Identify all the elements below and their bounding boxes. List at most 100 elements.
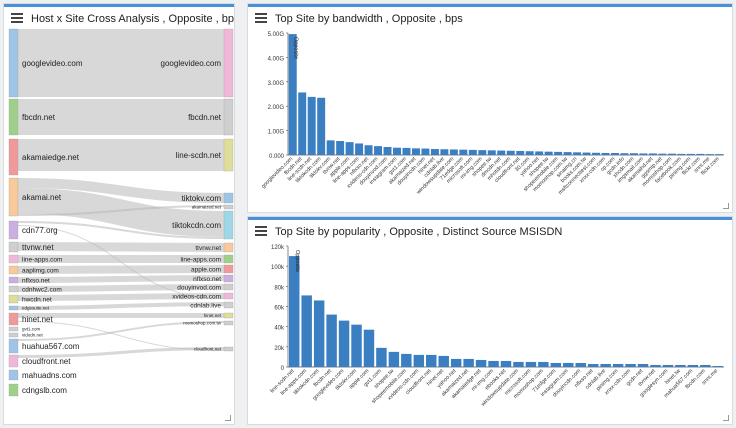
bar[interactable]: [450, 358, 462, 367]
sankey-source-node[interactable]: [8, 305, 19, 311]
sankey-target-node[interactable]: [223, 283, 234, 291]
sankey-source-node[interactable]: [8, 254, 19, 264]
bar[interactable]: [463, 358, 474, 367]
bar[interactable]: [383, 147, 392, 155]
bar[interactable]: [563, 152, 572, 155]
bar[interactable]: [637, 363, 649, 367]
bar[interactable]: [525, 151, 534, 155]
bar[interactable]: [550, 362, 562, 367]
bar[interactable]: [497, 150, 506, 155]
sankey-target-node[interactable]: [223, 346, 234, 352]
bar[interactable]: [658, 153, 667, 155]
resize-handle[interactable]: [723, 203, 729, 209]
hamburger-menu-icon[interactable]: [255, 13, 267, 23]
bar[interactable]: [601, 153, 610, 155]
sankey-source-node[interactable]: [8, 369, 19, 381]
bar[interactable]: [612, 363, 624, 367]
bar[interactable]: [301, 295, 312, 367]
bar[interactable]: [402, 147, 411, 155]
sankey-link[interactable]: [17, 284, 225, 292]
sankey-link[interactable]: [17, 275, 225, 283]
sankey-link[interactable]: [17, 302, 225, 310]
bar[interactable]: [625, 363, 636, 367]
bar[interactable]: [376, 347, 387, 367]
bar[interactable]: [648, 153, 657, 155]
bar[interactable]: [363, 329, 375, 367]
bar[interactable]: [650, 364, 661, 367]
sankey-link[interactable]: [17, 188, 225, 237]
bar[interactable]: [629, 153, 638, 155]
bar[interactable]: [364, 145, 373, 155]
bar[interactable]: [288, 256, 300, 367]
bar[interactable]: [478, 150, 487, 155]
bar[interactable]: [438, 355, 449, 367]
sankey-link[interactable]: [17, 178, 225, 203]
bar[interactable]: [582, 152, 591, 155]
bar[interactable]: [430, 149, 439, 155]
bar[interactable]: [516, 151, 525, 155]
sankey-link[interactable]: [17, 205, 225, 216]
sankey-target-node[interactable]: [223, 312, 234, 319]
bar[interactable]: [355, 143, 364, 155]
bar[interactable]: [288, 34, 297, 155]
sankey-target-node[interactable]: [223, 254, 234, 264]
bar[interactable]: [351, 324, 362, 367]
sankey-link[interactable]: [17, 321, 225, 351]
sankey-target-node[interactable]: [223, 264, 234, 274]
bar[interactable]: [554, 151, 563, 155]
bar[interactable]: [538, 361, 549, 367]
sankey-source-node[interactable]: [8, 312, 19, 326]
bar[interactable]: [459, 149, 468, 155]
bar[interactable]: [440, 149, 449, 155]
bar[interactable]: [696, 153, 705, 155]
bar[interactable]: [573, 152, 582, 155]
bar[interactable]: [298, 92, 307, 155]
bar[interactable]: [563, 362, 574, 367]
resize-handle[interactable]: [723, 415, 729, 421]
bar[interactable]: [587, 363, 599, 367]
bar[interactable]: [488, 360, 499, 367]
sankey-source-node[interactable]: [8, 28, 19, 98]
sankey-source-node[interactable]: [8, 332, 19, 338]
sankey-source-node[interactable]: [8, 354, 19, 368]
bar[interactable]: [687, 364, 699, 367]
sankey-target-node[interactable]: [223, 138, 234, 172]
bar[interactable]: [705, 154, 714, 155]
sankey-target-node[interactable]: [223, 204, 234, 210]
sankey-source-node[interactable]: [8, 338, 19, 354]
bar[interactable]: [700, 364, 711, 367]
bar[interactable]: [525, 361, 537, 367]
bar[interactable]: [413, 354, 425, 367]
bar[interactable]: [600, 363, 611, 367]
bar[interactable]: [667, 153, 676, 155]
sankey-source-node[interactable]: [8, 98, 19, 136]
sankey-link[interactable]: [17, 221, 225, 239]
sankey-link[interactable]: [17, 293, 225, 301]
bar[interactable]: [639, 153, 648, 155]
sankey-source-node[interactable]: [8, 177, 19, 217]
bar[interactable]: [662, 364, 674, 367]
bar[interactable]: [544, 151, 553, 155]
bar[interactable]: [487, 150, 496, 155]
bar[interactable]: [506, 150, 515, 155]
bar[interactable]: [374, 146, 383, 155]
bar[interactable]: [611, 153, 619, 155]
sankey-link[interactable]: [17, 321, 225, 341]
bar[interactable]: [513, 361, 524, 367]
hamburger-menu-icon[interactable]: [11, 13, 23, 23]
bar[interactable]: [592, 152, 601, 155]
sankey-target-node[interactable]: [223, 242, 234, 253]
sankey-link[interactable]: [17, 265, 225, 274]
hamburger-menu-icon[interactable]: [255, 226, 267, 236]
bar[interactable]: [449, 149, 458, 155]
bar[interactable]: [475, 359, 487, 367]
sankey-link[interactable]: [17, 242, 225, 252]
resize-handle[interactable]: [225, 415, 231, 421]
sankey-target-node[interactable]: [223, 320, 234, 326]
bar[interactable]: [388, 351, 400, 367]
bar[interactable]: [468, 149, 477, 155]
bar[interactable]: [326, 140, 335, 155]
sankey-source-node[interactable]: [8, 220, 19, 240]
sankey-source-node[interactable]: [8, 265, 19, 275]
bar[interactable]: [313, 300, 325, 367]
